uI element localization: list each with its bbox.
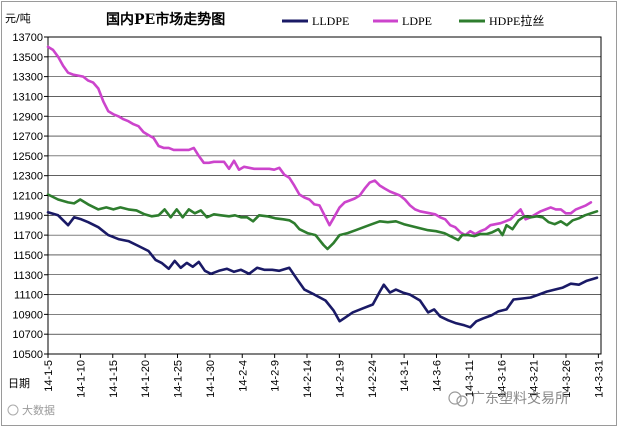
- watermark-bottom-right: 广东塑料交易所: [448, 390, 569, 407]
- y-tick-label: 12700: [12, 131, 43, 143]
- legend-label-hdpe: HDPE拉丝: [489, 13, 544, 28]
- series-layer: [46, 45, 599, 329]
- x-tick-label: 14-2-24: [367, 360, 379, 398]
- x-axis-ticks: 14-1-5 14-1-10 14-1-15 14-1-20 14-1-25 14-1-3…: [43, 354, 605, 398]
- x-tick-label: 14-3-31: [593, 360, 605, 398]
- x-tick-label: 14-3-11: [464, 360, 476, 397]
- y-tick-label: 12100: [12, 191, 43, 203]
- legend-label-ldpe: LDPE: [402, 14, 432, 28]
- x-tick-label: 14-2-4: [237, 360, 249, 392]
- y-tick-label: 12300: [12, 171, 43, 183]
- x-tick-label: 14-1-5: [43, 360, 55, 392]
- chart-title: 国内PE市场走势图: [106, 11, 225, 28]
- watermark-text-right: 广东塑料交易所: [471, 390, 569, 407]
- x-tick-label: 14-3-16: [496, 360, 508, 398]
- y-tick-label: 11900: [13, 210, 43, 222]
- y-tick-label: 11100: [14, 290, 43, 302]
- y-tick-label: 13500: [12, 52, 43, 64]
- x-tick-label: 14-1-20: [140, 360, 152, 398]
- x-tick-label: 14-3-6: [432, 360, 444, 392]
- y-tick-label: 10900: [12, 309, 43, 321]
- y-axis-ticks: 10500 10700 10900 11100 11300 11500 11700 11900…: [12, 32, 48, 361]
- x-tick-label: 14-2-19: [334, 360, 346, 398]
- x-tick-label: 14-1-15: [108, 360, 120, 398]
- x-tick-label: 14-1-30: [205, 360, 217, 398]
- y-tick-label: 12900: [12, 111, 43, 123]
- watermark-bottom-left: 大数据: [7, 403, 55, 417]
- weibo-icon: [7, 404, 19, 416]
- x-tick-label: 14-1-25: [173, 360, 185, 398]
- y-tick-label: 11700: [13, 230, 43, 242]
- x-tick-label: 14-3-1: [399, 360, 411, 392]
- y-tick-label: 11500: [13, 250, 43, 262]
- x-tick-label: 14-2-14: [302, 360, 314, 398]
- y-tick-label: 13100: [12, 91, 43, 103]
- x-tick-label: 14-2-9: [270, 360, 282, 392]
- y-tick-label: 10700: [12, 329, 43, 341]
- series-line-lldpe: [46, 211, 599, 329]
- series-line-hdpe: [46, 193, 599, 251]
- y-tick-label: 10500: [12, 349, 43, 361]
- x-tick-label: 14-3-26: [561, 360, 573, 398]
- watermark-text-left: 大数据: [22, 403, 55, 417]
- y-tick-label: 11300: [13, 270, 43, 282]
- wechat-icon: [448, 391, 462, 405]
- grid-lines: [48, 56, 601, 335]
- x-axis-label: 日期: [8, 377, 30, 390]
- y-tick-label: 13700: [12, 32, 43, 44]
- x-tick-label: 14-3-21: [529, 360, 541, 398]
- x-tick-label: 14-1-10: [75, 360, 87, 398]
- y-tick-label: 12500: [12, 151, 43, 163]
- wechat-icon-small: [456, 395, 468, 407]
- legend-label-lldpe: LLDPE: [312, 14, 349, 28]
- series-line-ldpe: [46, 45, 593, 237]
- legend: LLDPE LDPE HDPE拉丝: [282, 13, 544, 28]
- y-axis-label: 元/吨: [5, 12, 31, 25]
- y-tick-label: 13300: [12, 72, 43, 84]
